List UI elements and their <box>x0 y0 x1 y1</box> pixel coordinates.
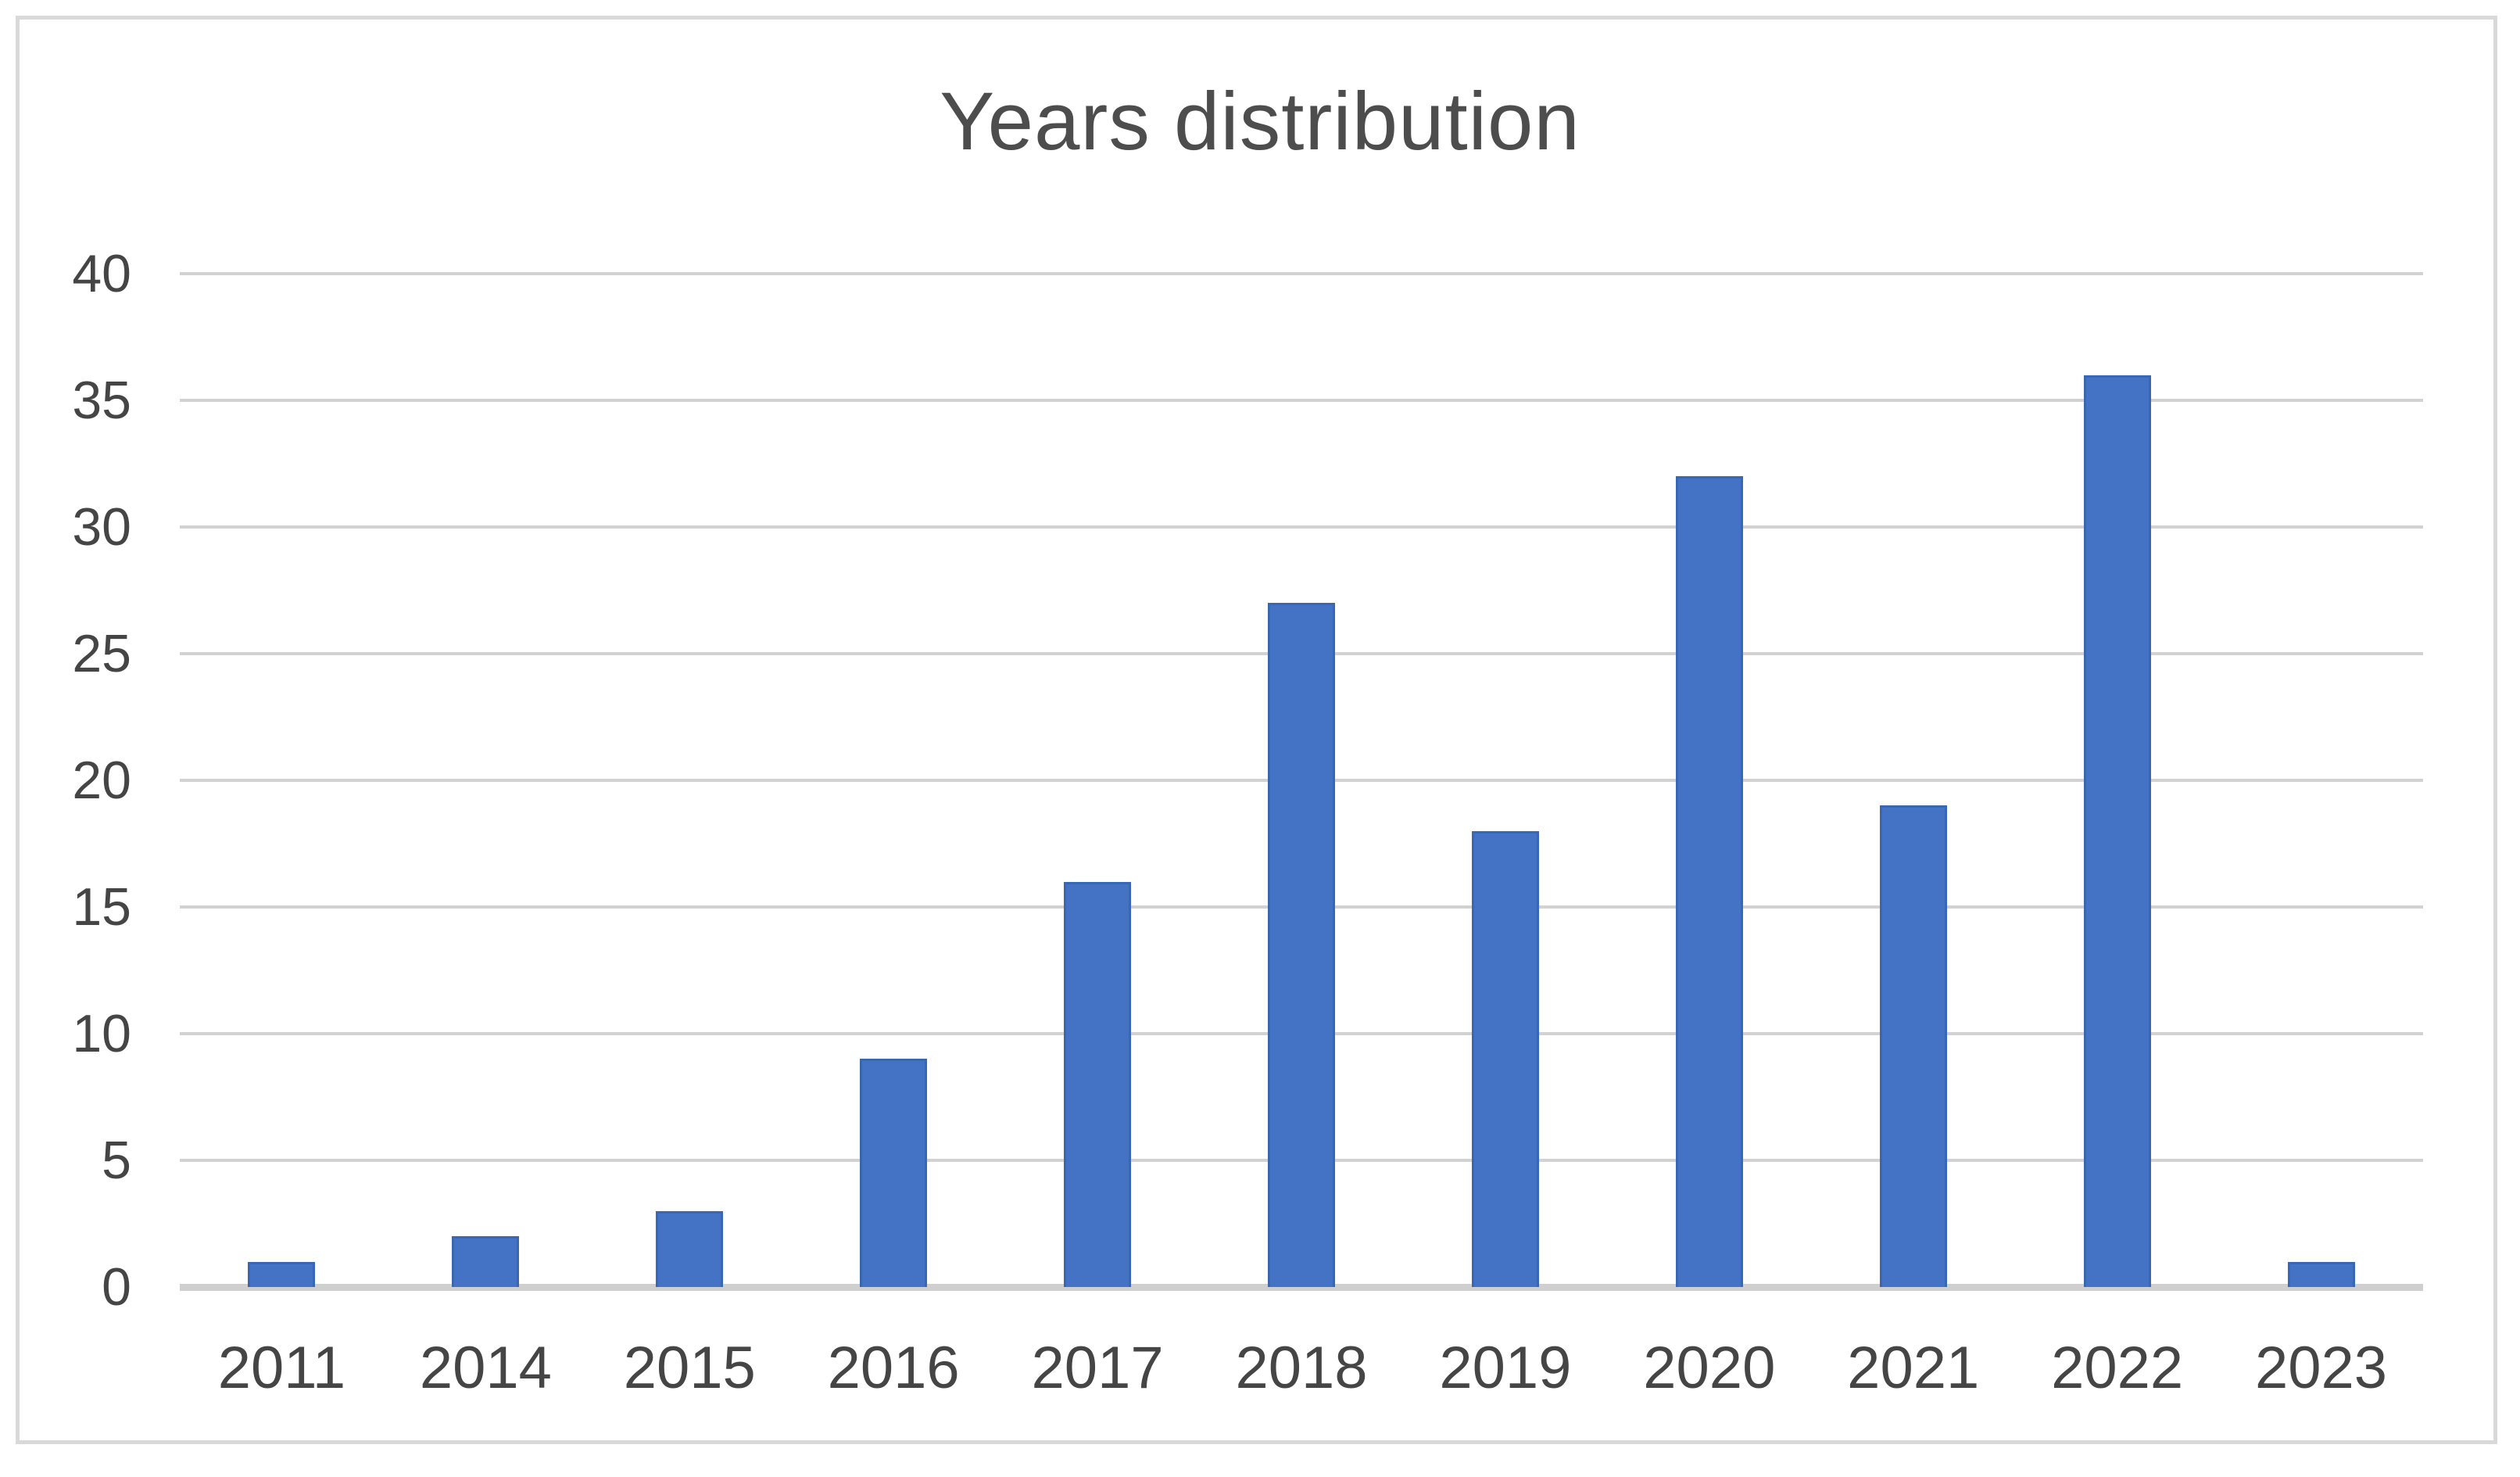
chart-frame <box>16 16 2497 1444</box>
y-axis-label-35: 35 <box>72 371 131 430</box>
bar-2021 <box>1880 805 1947 1287</box>
gridline-30 <box>180 525 2423 529</box>
gridline-0 <box>180 1284 2423 1291</box>
x-axis-label-2020: 2020 <box>1643 1335 1776 1401</box>
x-axis-label-2014: 2014 <box>419 1335 552 1401</box>
bar-2011 <box>248 1262 315 1287</box>
y-axis-label-15: 15 <box>72 877 131 937</box>
chart-title: Years distribution <box>940 76 1580 167</box>
gridline-40 <box>180 272 2423 275</box>
bar-2018 <box>1268 603 1335 1287</box>
y-axis-label-10: 10 <box>72 1004 131 1063</box>
bar-2020 <box>1676 476 1743 1287</box>
x-axis-label-2022: 2022 <box>2051 1335 2184 1401</box>
bar-2023 <box>2288 1262 2355 1287</box>
bar-2022 <box>2084 375 2151 1287</box>
gridline-35 <box>180 399 2423 402</box>
y-axis-label-30: 30 <box>72 497 131 557</box>
y-axis-label-20: 20 <box>72 751 131 810</box>
x-axis-label-2021: 2021 <box>1847 1335 1980 1401</box>
x-axis-label-2015: 2015 <box>623 1335 756 1401</box>
x-axis-label-2018: 2018 <box>1235 1335 1368 1401</box>
x-axis-label-2023: 2023 <box>2254 1335 2388 1401</box>
bar-2015 <box>656 1211 723 1287</box>
bar-2019 <box>1472 831 1539 1287</box>
x-axis-label-2019: 2019 <box>1439 1335 1572 1401</box>
y-axis-label-25: 25 <box>72 624 131 683</box>
x-axis-label-2016: 2016 <box>827 1335 960 1401</box>
y-axis-label-5: 5 <box>102 1131 131 1190</box>
bar-2017 <box>1064 882 1131 1287</box>
bar-2014 <box>452 1236 519 1287</box>
y-axis-label-0: 0 <box>102 1257 131 1317</box>
bar-2016 <box>860 1059 927 1287</box>
y-axis-label-40: 40 <box>72 244 131 303</box>
x-axis-label-2017: 2017 <box>1031 1335 1164 1401</box>
x-axis-label-2011: 2011 <box>217 1335 346 1401</box>
